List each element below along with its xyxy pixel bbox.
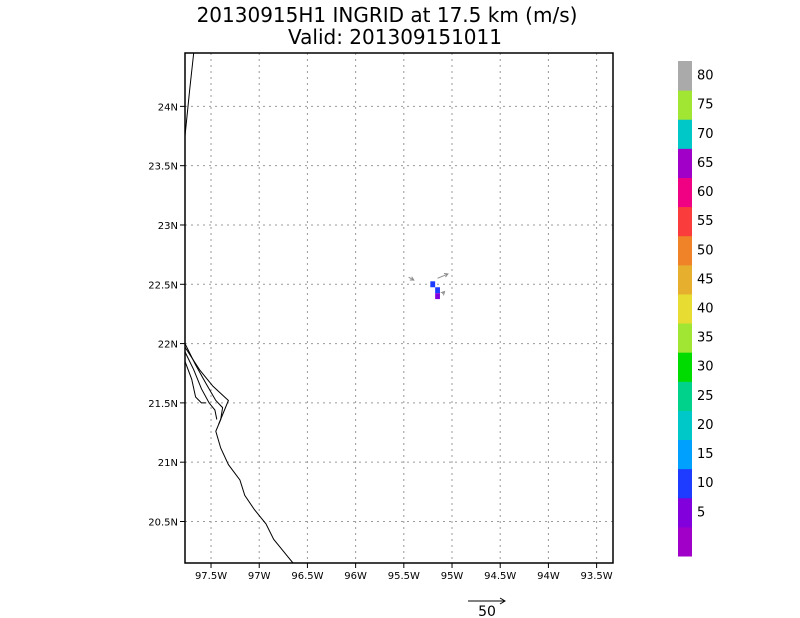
colorbar-segment xyxy=(678,119,692,149)
y-tick-label: 24N xyxy=(158,102,178,113)
colorbar-label: 30 xyxy=(697,360,714,375)
colorbar-label: 25 xyxy=(697,389,714,404)
colorbar-label: 20 xyxy=(697,418,714,433)
grid xyxy=(185,53,613,563)
colorbar-segment xyxy=(678,148,692,178)
coastline-segment xyxy=(184,361,207,404)
colorbar-segment xyxy=(678,526,692,557)
x-tick-label: 97.5W xyxy=(195,571,227,582)
wind-vector xyxy=(440,290,446,296)
coastline-segment xyxy=(184,52,195,137)
colorbar-segment xyxy=(678,468,692,499)
plot-frame xyxy=(184,52,614,564)
colorbar-segment xyxy=(678,410,692,441)
colorbar-label: 65 xyxy=(697,156,714,171)
colorbar-segment xyxy=(678,264,692,295)
chart-subtitle: Valid: 201309151011 xyxy=(288,25,502,49)
colorbar-segment xyxy=(678,293,692,324)
reference-vector-label: 50 xyxy=(478,604,496,618)
data-cell xyxy=(435,293,440,300)
y-tick-label: 22.5N xyxy=(148,280,178,291)
y-axis: 20.5N 21N 21.5N 22N 22.5N 23N 23.5N 24N xyxy=(148,102,185,528)
coastline-segment xyxy=(184,346,229,425)
colorbar-label: 70 xyxy=(697,127,714,142)
colorbar-label: 15 xyxy=(697,447,714,462)
colorbar: 5 10 15 20 25 30 35 40 45 50 55 60 65 70 75 80 xyxy=(678,61,714,557)
reference-vector: 50 xyxy=(468,597,506,618)
x-tick-label: 94W xyxy=(537,571,560,582)
x-tick-label: 96W xyxy=(344,571,367,582)
colorbar-segment xyxy=(678,439,692,470)
wind-vector xyxy=(408,276,415,281)
coastline-segment xyxy=(184,351,218,420)
wind-vector xyxy=(437,273,449,279)
y-tick-label: 23.5N xyxy=(148,162,178,173)
colorbar-label: 5 xyxy=(697,505,705,520)
coastline-segment xyxy=(184,343,294,564)
colorbar-label: 40 xyxy=(697,302,714,317)
colorbar-label: 10 xyxy=(697,476,714,491)
data-cell xyxy=(430,281,436,288)
y-tick-label: 22N xyxy=(158,340,178,351)
colorbar-segment xyxy=(678,90,692,120)
x-tick-label: 94.5W xyxy=(484,571,516,582)
colorbar-label: 75 xyxy=(697,98,714,113)
colorbar-segment xyxy=(678,235,692,266)
y-tick-label: 20.5N xyxy=(148,517,178,528)
coastline xyxy=(184,52,294,564)
x-tick-label: 97W xyxy=(248,571,271,582)
colorbar-segment xyxy=(678,323,692,353)
colorbar-label: 60 xyxy=(697,185,714,200)
colorbar-segment xyxy=(678,177,692,208)
colorbar-segment xyxy=(678,61,692,91)
colorbar-label: 45 xyxy=(697,272,714,287)
y-tick-label: 21N xyxy=(158,458,178,469)
colorbar-label: 80 xyxy=(697,69,714,84)
x-tick-label: 96.5W xyxy=(291,571,323,582)
y-tick-label: 21.5N xyxy=(148,399,178,410)
wind-vectors xyxy=(408,273,449,296)
y-tick-label: 23N xyxy=(158,221,178,232)
colorbar-segment xyxy=(678,352,692,382)
colorbar-label: 35 xyxy=(697,331,714,346)
x-tick-label: 95.5W xyxy=(388,571,420,582)
data-cell xyxy=(435,287,440,294)
x-tick-label: 95W xyxy=(441,571,464,582)
x-axis: 97.5W 97W 96.5W 96W 95.5W 95W 94.5W 94W 93.5W xyxy=(195,563,613,582)
colorbar-label: 55 xyxy=(697,214,714,229)
chart-title: 20130915H1 INGRID at 17.5 km (m/s) xyxy=(197,3,578,27)
reference-vector-arrowhead xyxy=(499,597,506,605)
colorbar-segment xyxy=(678,497,692,528)
x-tick-label: 93.5W xyxy=(581,571,613,582)
colorbar-segment xyxy=(678,381,692,411)
colorbar-segment xyxy=(678,206,692,237)
data-cells xyxy=(430,281,440,300)
colorbar-label: 50 xyxy=(697,243,714,258)
